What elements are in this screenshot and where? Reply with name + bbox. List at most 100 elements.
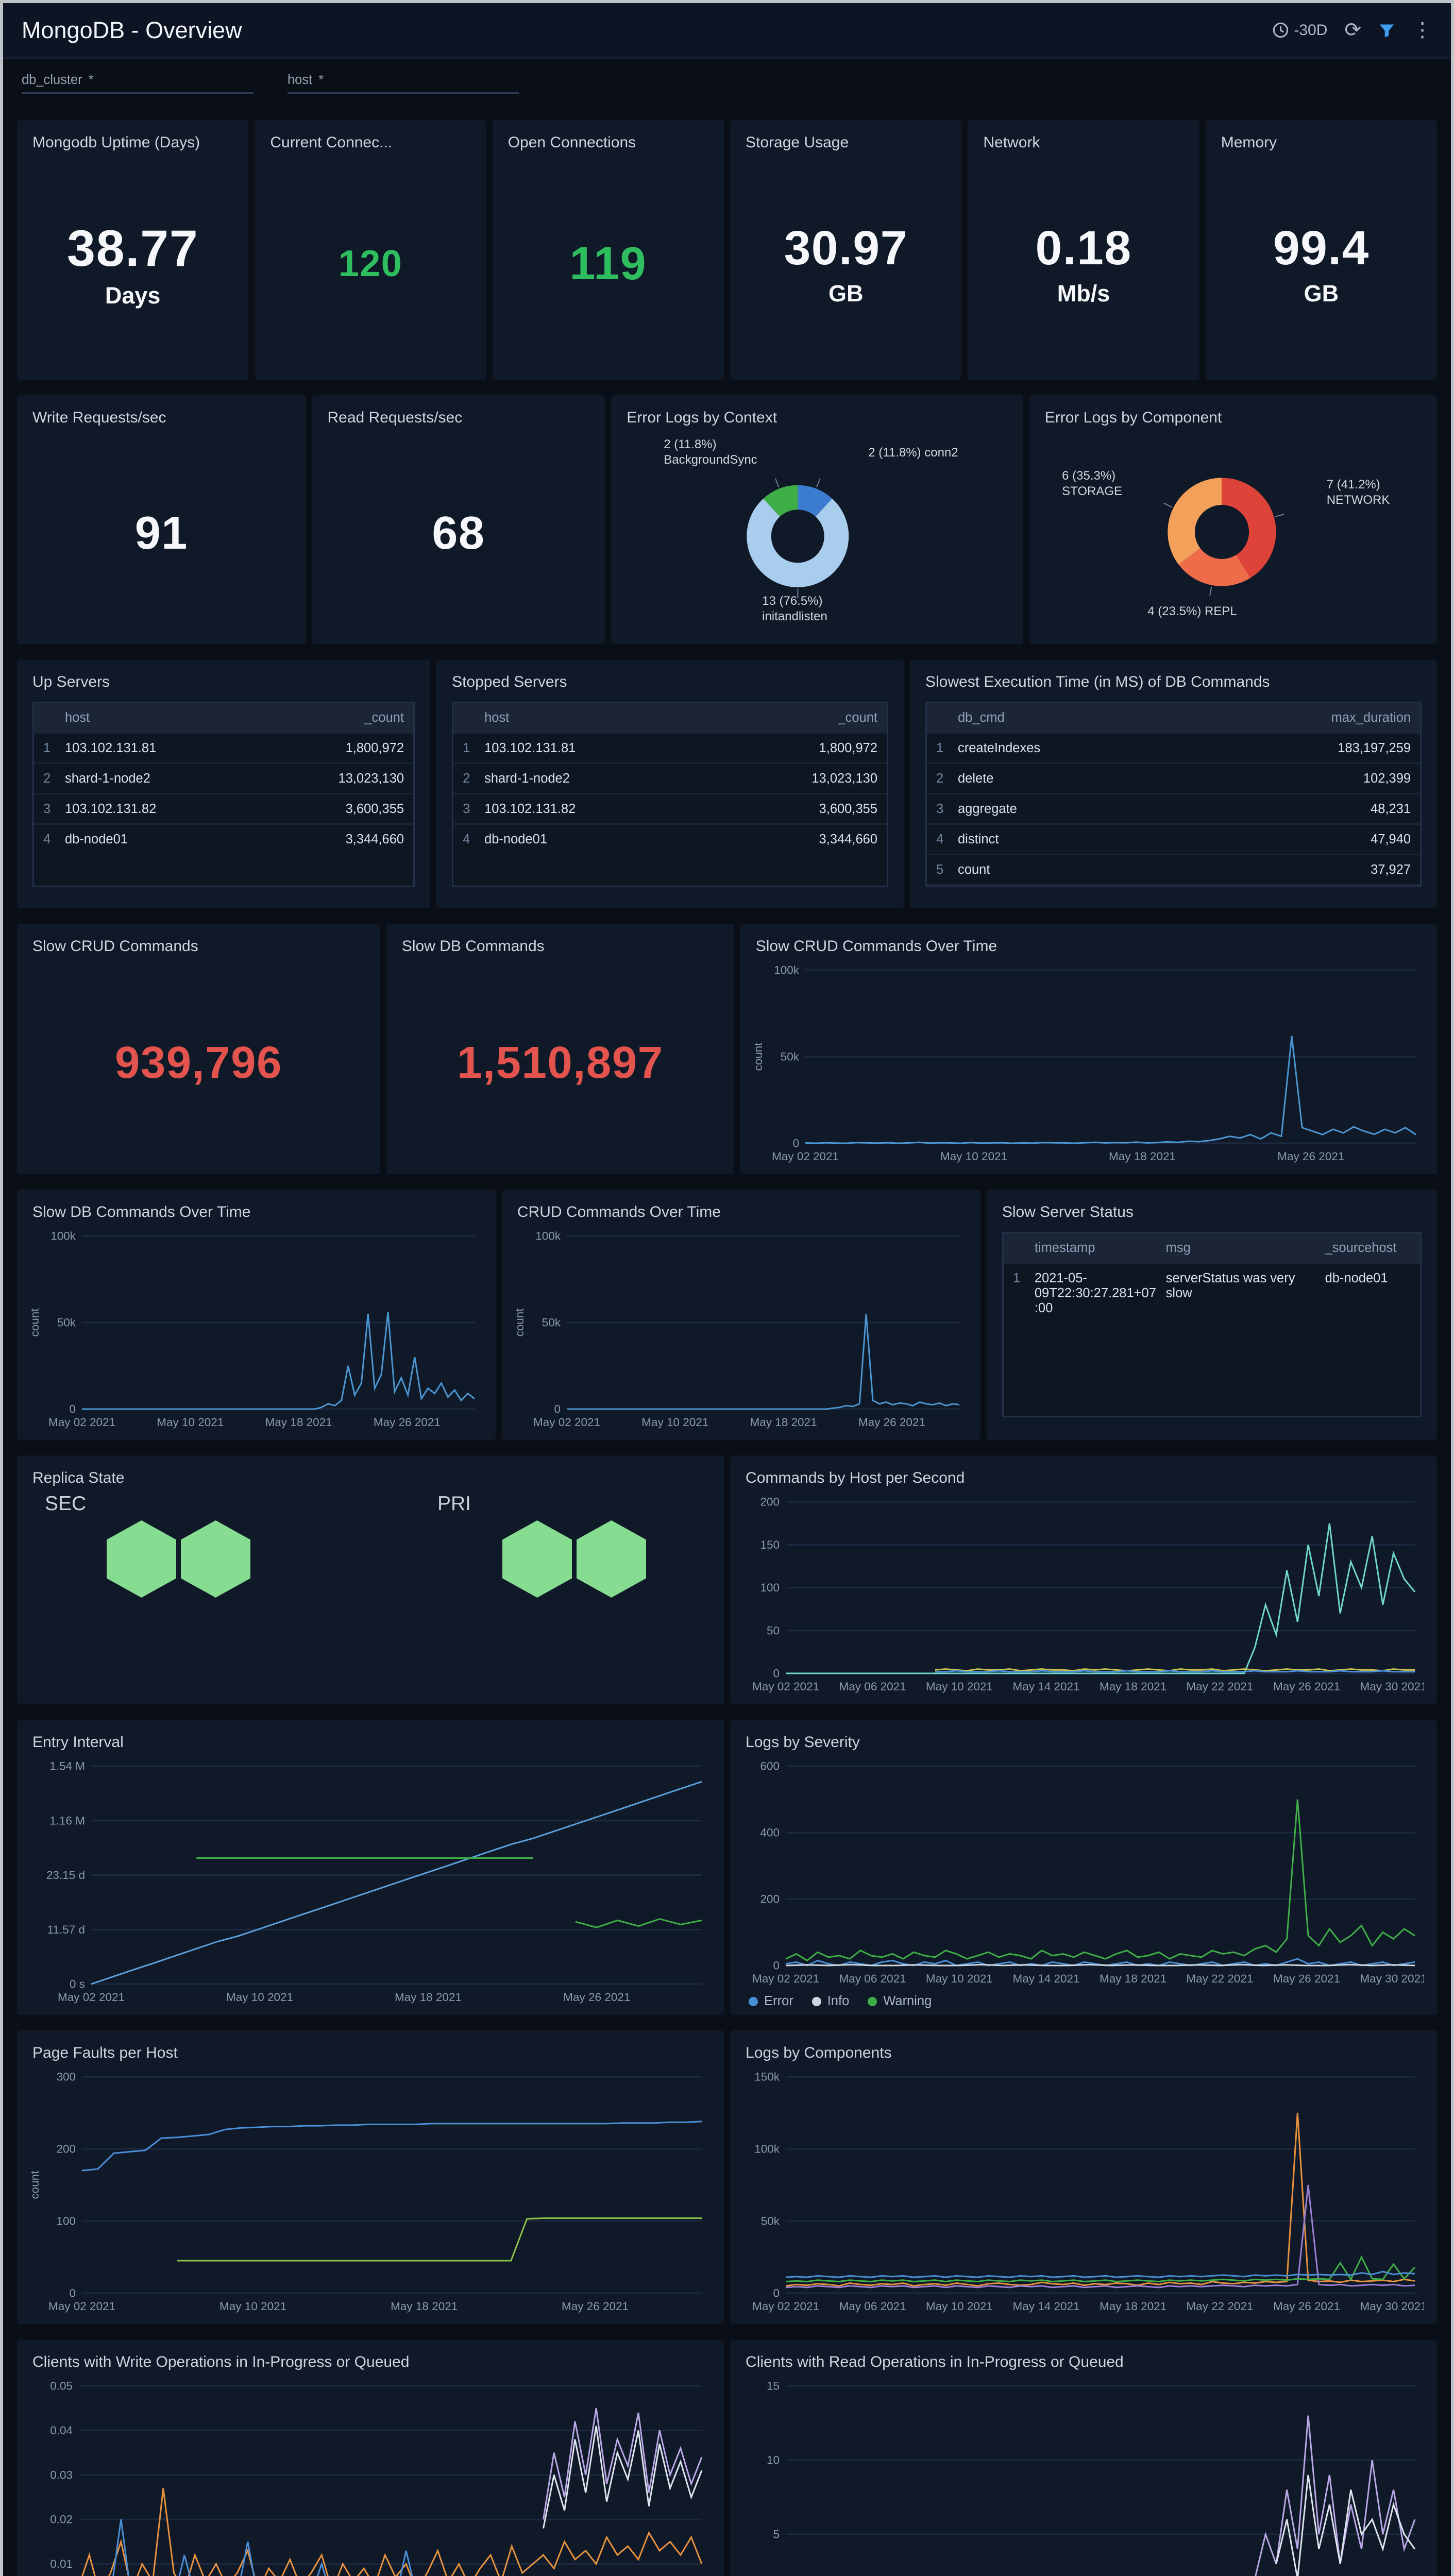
replica-node-hexagon[interactable] (502, 1520, 572, 1598)
logs-by-severity-chart[interactable]: 0 200 400 600 May 02 2021 May 06 2021 May 10 2… (739, 1754, 1425, 1987)
slow-server-status-table: timestamp msg _sourcehost 1 2021-05-09T22:30… (1002, 1232, 1422, 1417)
page-faults-chart[interactable]: 0 100 200 300 May 02 2021 May 10 2021 May 18 2… (26, 2064, 712, 2315)
stat-value: 38.77 (67, 219, 199, 277)
stat-unit: GB (1304, 280, 1339, 307)
slowest-execution-table: db_cmd max_duration 1 createIndexes 183,197,… (925, 702, 1422, 887)
svg-text:0.02: 0.02 (50, 2513, 73, 2526)
panel-slow-db-over-time: Slow DB Commands Over Time 0 50k 100k May 0… (17, 1190, 496, 1440)
svg-text:10: 10 (767, 2454, 780, 2467)
svg-text:May 02 2021: May 02 2021 (752, 2300, 819, 2313)
top-bar: MongoDB - Overview -30D ⟳ ⋮ (3, 3, 1451, 59)
chart-legend: Error Info Warning (749, 1994, 932, 2009)
slow-db-over-time-chart[interactable]: 0 50k 100k May 02 2021 May 10 2021 May 18 202… (26, 1224, 483, 1431)
table-row[interactable]: 1 2021-05-09T22:30:27.281+07:00 serverStat… (1003, 1262, 1421, 1323)
donut-callout: 13 (76.5%) initandlisten (762, 594, 827, 623)
panel-title: Clients with Read Operations in In-Progr… (746, 2353, 1124, 2370)
table-row[interactable]: 3 103.102.131.82 3,600,355 (453, 793, 887, 823)
table-row[interactable]: 1 createIndexes 183,197,259 (926, 732, 1421, 762)
donut-callout: 7 (41.2%) NETWORK (1326, 477, 1390, 507)
replica-node-hexagon[interactable] (577, 1520, 646, 1598)
host-filter[interactable]: host * (288, 73, 519, 94)
panel-clients-read: Clients with Read Operations in In-Progr… (730, 2340, 1438, 2576)
table-row[interactable]: 2 shard-1-node2 13,023,130 (34, 762, 414, 793)
legend-item-warning[interactable]: Warning (868, 1994, 932, 2009)
replica-node-hexagon[interactable] (107, 1520, 176, 1598)
svg-text:May 26 2021: May 26 2021 (562, 2300, 629, 2313)
panel-title: Logs by Severity (746, 1734, 860, 1751)
db-cluster-filter[interactable]: db_cluster * (22, 73, 253, 94)
svg-text:May 18 2021: May 18 2021 (391, 2300, 458, 2313)
entry-interval-chart[interactable]: 0 s 11.57 d 23.15 d 1.16 M 1.54 M May 02 2021… (26, 1754, 712, 2006)
refresh-icon[interactable]: ⟳ (1344, 19, 1362, 41)
stat-value: 30.97 (784, 221, 908, 275)
table-row[interactable]: 4 distinct 47,940 (926, 823, 1421, 854)
panel-title: Open Connections (508, 134, 636, 151)
svg-text:0: 0 (69, 2287, 76, 2300)
panel-title: Mongodb Uptime (Days) (32, 134, 200, 151)
crud-over-time-chart[interactable]: 0 50k 100k May 02 2021 May 10 2021 May 18 202… (511, 1224, 968, 1431)
svg-text:May 22 2021: May 22 2021 (1186, 1972, 1253, 1985)
time-range-button[interactable]: -30D (1272, 22, 1327, 39)
error-logs-by-component-donut[interactable]: 6 (35.3%) STORAGE 7 (41.2%) NETWORK 4 (23.5%… (1039, 426, 1428, 638)
filter-bar: db_cluster * host * (3, 59, 1451, 105)
legend-dot (749, 1996, 758, 2006)
panel-read-requests: Read Requests/sec 68 (312, 395, 605, 644)
svg-text:May 14 2021: May 14 2021 (1013, 1972, 1080, 1985)
host-input[interactable] (330, 73, 519, 88)
filter-icon[interactable] (1378, 22, 1395, 39)
stat-value: 1,510,897 (457, 1038, 664, 1088)
table-row[interactable]: 6find29,881 (926, 884, 1421, 886)
kebab-menu-icon[interactable]: ⋮ (1412, 19, 1433, 41)
svg-text:May 06 2021: May 06 2021 (839, 2300, 906, 2313)
donut-callout: 2 (11.8%) BackgroundSync (664, 437, 757, 467)
table-row[interactable]: 2 delete 102,399 (926, 762, 1421, 793)
error-logs-by-context-donut[interactable]: 2 (11.8%) BackgroundSync 2 (11.8%) conn2 13… (620, 426, 1014, 638)
stat-value: 91 (134, 507, 188, 559)
time-range-label: -30D (1294, 21, 1328, 39)
server-tables-row: Up Servers host _count 1 103.102.131.81 1,80… (17, 659, 1438, 908)
svg-text:May 02 2021: May 02 2021 (752, 1680, 819, 1693)
panel-title: Entry Interval (32, 1734, 124, 1751)
required-mark: * (318, 73, 324, 87)
svg-text:May 18 2021: May 18 2021 (265, 1416, 332, 1429)
panel-title: Write Requests/sec (32, 409, 166, 426)
legend-item-info[interactable]: Info (811, 1994, 849, 2009)
table-row[interactable]: 4 db-node01 3,344,660 (453, 823, 887, 854)
table-row[interactable]: 1 103.102.131.81 1,800,972 (34, 732, 414, 762)
svg-text:May 26 2021: May 26 2021 (1277, 1150, 1344, 1163)
table-row[interactable]: 3 103.102.131.82 3,600,355 (34, 793, 414, 823)
faults-components-row: Page Faults per Host 0 100 200 300 May 02 20… (17, 2030, 1438, 2324)
table-row[interactable]: 3 aggregate 48,231 (926, 793, 1421, 823)
table-row[interactable]: 2 shard-1-node2 13,023,130 (453, 762, 887, 793)
svg-text:0.05: 0.05 (50, 2380, 73, 2393)
table-row[interactable]: 5 count 37,927 (926, 854, 1421, 884)
svg-text:May 10 2021: May 10 2021 (641, 1416, 708, 1429)
db-cluster-input[interactable] (99, 73, 253, 88)
logs-by-components-chart[interactable]: 0 50k 100k 150k May 02 2021 May 06 2021 May 10… (739, 2064, 1425, 2315)
svg-text:200: 200 (56, 2143, 76, 2156)
slow-crud-over-time-chart[interactable]: 0 50k 100k May 02 2021 May 10 2021 May 18 202… (750, 958, 1425, 1165)
svg-text:May 10 2021: May 10 2021 (926, 1972, 993, 1985)
clients-row: Clients with Write Operations in In-Prog… (17, 2340, 1438, 2576)
table-row[interactable]: 4 db-node01 3,344,660 (34, 823, 414, 854)
svg-text:0.03: 0.03 (50, 2468, 73, 2481)
svg-text:May 18 2021: May 18 2021 (1109, 1150, 1176, 1163)
host-filter-label: host (288, 73, 313, 87)
svg-text:200: 200 (760, 1893, 780, 1906)
svg-text:100k: 100k (754, 2143, 780, 2156)
svg-text:0: 0 (773, 1959, 780, 1972)
stat-value: 0.18 (1035, 221, 1132, 275)
commands-by-host-chart[interactable]: 0 50 100 150 200 May 02 2021 May 06 2021 May 10… (739, 1489, 1425, 1695)
svg-text:May 10 2021: May 10 2021 (926, 1680, 993, 1693)
svg-text:May 26 2021: May 26 2021 (1273, 1680, 1340, 1693)
legend-item-error[interactable]: Error (749, 1994, 793, 2009)
up-servers-table: host _count 1 103.102.131.81 1,800,972 2 shard… (32, 702, 415, 887)
svg-text:May 10 2021: May 10 2021 (219, 2300, 286, 2313)
table-row[interactable]: 1 103.102.131.81 1,800,972 (453, 732, 887, 762)
svg-text:May 26 2021: May 26 2021 (1273, 1972, 1340, 1985)
panel-title: Stopped Servers (452, 673, 567, 690)
interval-severity-row: Entry Interval 0 s 11.57 d 23.15 d 1.16 M 1.… (17, 1720, 1438, 2015)
replica-node-hexagon[interactable] (181, 1520, 250, 1598)
